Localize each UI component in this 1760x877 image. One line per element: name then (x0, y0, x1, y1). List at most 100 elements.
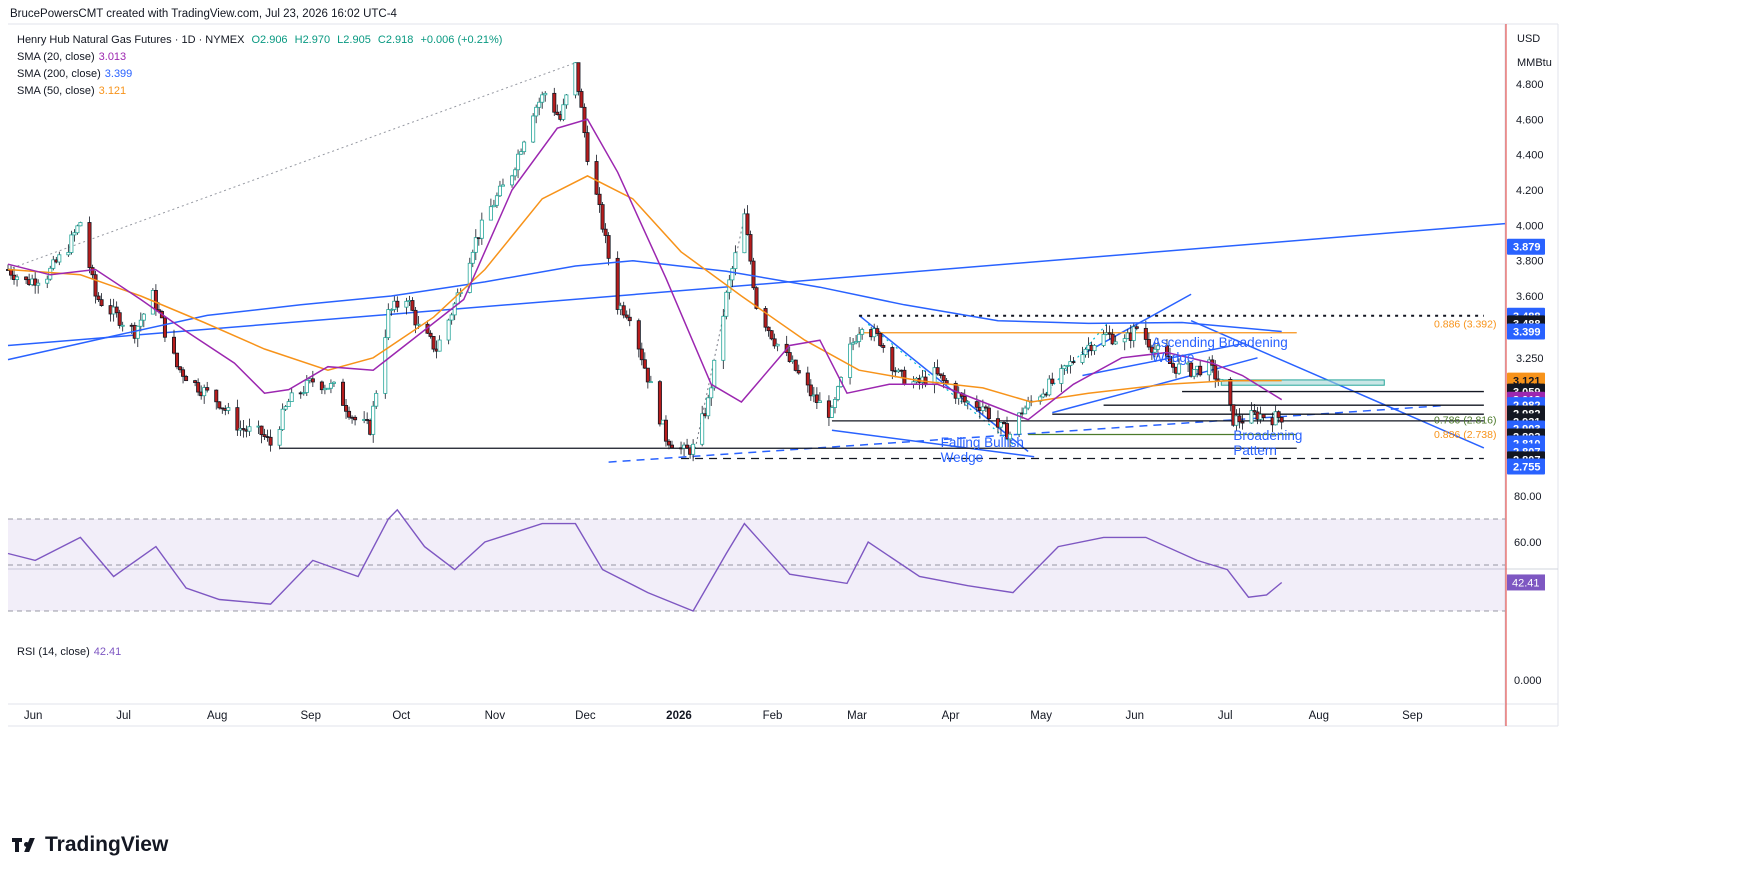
sma20-legend[interactable]: SMA (20, close) 3.013 (17, 51, 126, 63)
candle-body (117, 312, 122, 326)
candle-body (1207, 359, 1212, 376)
sma50-line (7, 175, 1282, 403)
candle-body (114, 306, 119, 314)
candle-body (748, 234, 753, 262)
candle-body (280, 408, 285, 430)
candle-body (772, 338, 777, 347)
candle-body (404, 300, 409, 308)
candle-body (90, 267, 95, 276)
candle-body (1213, 364, 1218, 380)
rsi-axis-tick: 0.000 (1514, 675, 1542, 687)
candle-body (1276, 411, 1281, 418)
sma20-value: 3.013 (98, 51, 127, 63)
candle-body (1237, 415, 1242, 423)
candle-body (72, 232, 77, 236)
candle-body (1062, 365, 1067, 369)
candle-body (310, 378, 315, 383)
rsi-axis-tick: 80.00 (1514, 491, 1542, 503)
month-label: Sep (1402, 710, 1422, 722)
symbol-legend[interactable]: Henry Hub Natural Gas Futures · 1D · NYM… (17, 34, 502, 46)
candle-body (497, 185, 502, 197)
candle-body (1171, 363, 1176, 368)
trendline (7, 222, 1506, 347)
month-label: Jul (1218, 710, 1233, 722)
candle-body (153, 289, 158, 311)
candle-body (829, 407, 834, 418)
candle-body (217, 401, 222, 409)
candle-body (259, 425, 264, 436)
candle-body (944, 380, 949, 384)
candle-body (1252, 410, 1257, 413)
candle-body (721, 315, 726, 361)
chart-attribution: BrucePowersCMT created with TradingView.… (10, 8, 397, 20)
month-label: Apr (942, 710, 960, 722)
rsi-line (7, 508, 1283, 612)
candle-body (540, 94, 545, 103)
pattern-annotation: Wedge (941, 450, 984, 465)
candle-body (78, 222, 83, 227)
price-label-bg (1507, 238, 1545, 255)
candle-body (1110, 333, 1115, 345)
candle-body (606, 235, 611, 259)
candle-body (1001, 421, 1006, 424)
candle-body (543, 92, 548, 96)
candle-body (1005, 423, 1010, 440)
candle-body (965, 401, 970, 404)
candle-body (1198, 365, 1203, 376)
candle-body (413, 309, 418, 326)
month-label: Jun (24, 710, 43, 722)
candle-body (449, 314, 454, 321)
candle-body (1101, 334, 1106, 346)
candle-body (24, 276, 29, 281)
candle-body (787, 352, 792, 363)
candle-body (766, 326, 771, 332)
price-label: 2.755 (1513, 461, 1541, 473)
pattern-annotation: Falling Bullish (941, 435, 1024, 450)
candle-body (537, 101, 542, 108)
candle-body (1122, 338, 1127, 343)
candle-body (1240, 421, 1245, 424)
rsi-label: RSI (14, close) (17, 646, 90, 658)
candle-body (621, 305, 626, 316)
candle-body (808, 384, 813, 397)
sma50-legend[interactable]: SMA (50, close) 3.121 (17, 85, 126, 97)
candle-body (817, 400, 822, 403)
price-label-bg (1507, 323, 1545, 340)
candle-body (878, 333, 883, 346)
candle-body (87, 222, 92, 268)
candle-body (1134, 326, 1139, 329)
candle-body (196, 382, 201, 393)
trendline (1082, 293, 1192, 355)
sma200-label: SMA (200, close) (17, 68, 101, 80)
tradingview-brand[interactable]: TradingView (12, 833, 168, 857)
candle-body (1038, 396, 1043, 402)
candle-body (974, 401, 979, 408)
candle-body (1041, 393, 1046, 398)
candle-body (663, 419, 668, 442)
candle-body (691, 443, 696, 455)
candle-body (289, 392, 294, 403)
symbol-name: Henry Hub Natural Gas Futures · 1D · NYM… (17, 34, 245, 46)
candle-body (15, 276, 20, 280)
candle-body (769, 330, 774, 340)
candle-body (175, 352, 180, 368)
candle-body (857, 333, 862, 342)
candle-body (745, 213, 750, 235)
month-label: Sep (301, 710, 321, 722)
candle-body (531, 115, 536, 143)
candle-body (724, 291, 729, 317)
sma20-label: SMA (20, close) (17, 51, 95, 63)
low-value: L2.905 (337, 34, 371, 46)
candle-body (666, 440, 671, 446)
sma200-legend[interactable]: SMA (200, close) 3.399 (17, 68, 132, 80)
candle-body (66, 252, 71, 256)
tradingview-logo-icon (12, 835, 38, 855)
candle-body (881, 345, 886, 348)
candle-body (712, 359, 717, 389)
month-label: May (1030, 710, 1052, 722)
rsi-legend[interactable]: RSI (14, close) 42.41 (17, 646, 121, 658)
candle-body (341, 381, 346, 406)
candle-body (452, 303, 457, 316)
rsi-value-label-bg (1507, 574, 1545, 591)
